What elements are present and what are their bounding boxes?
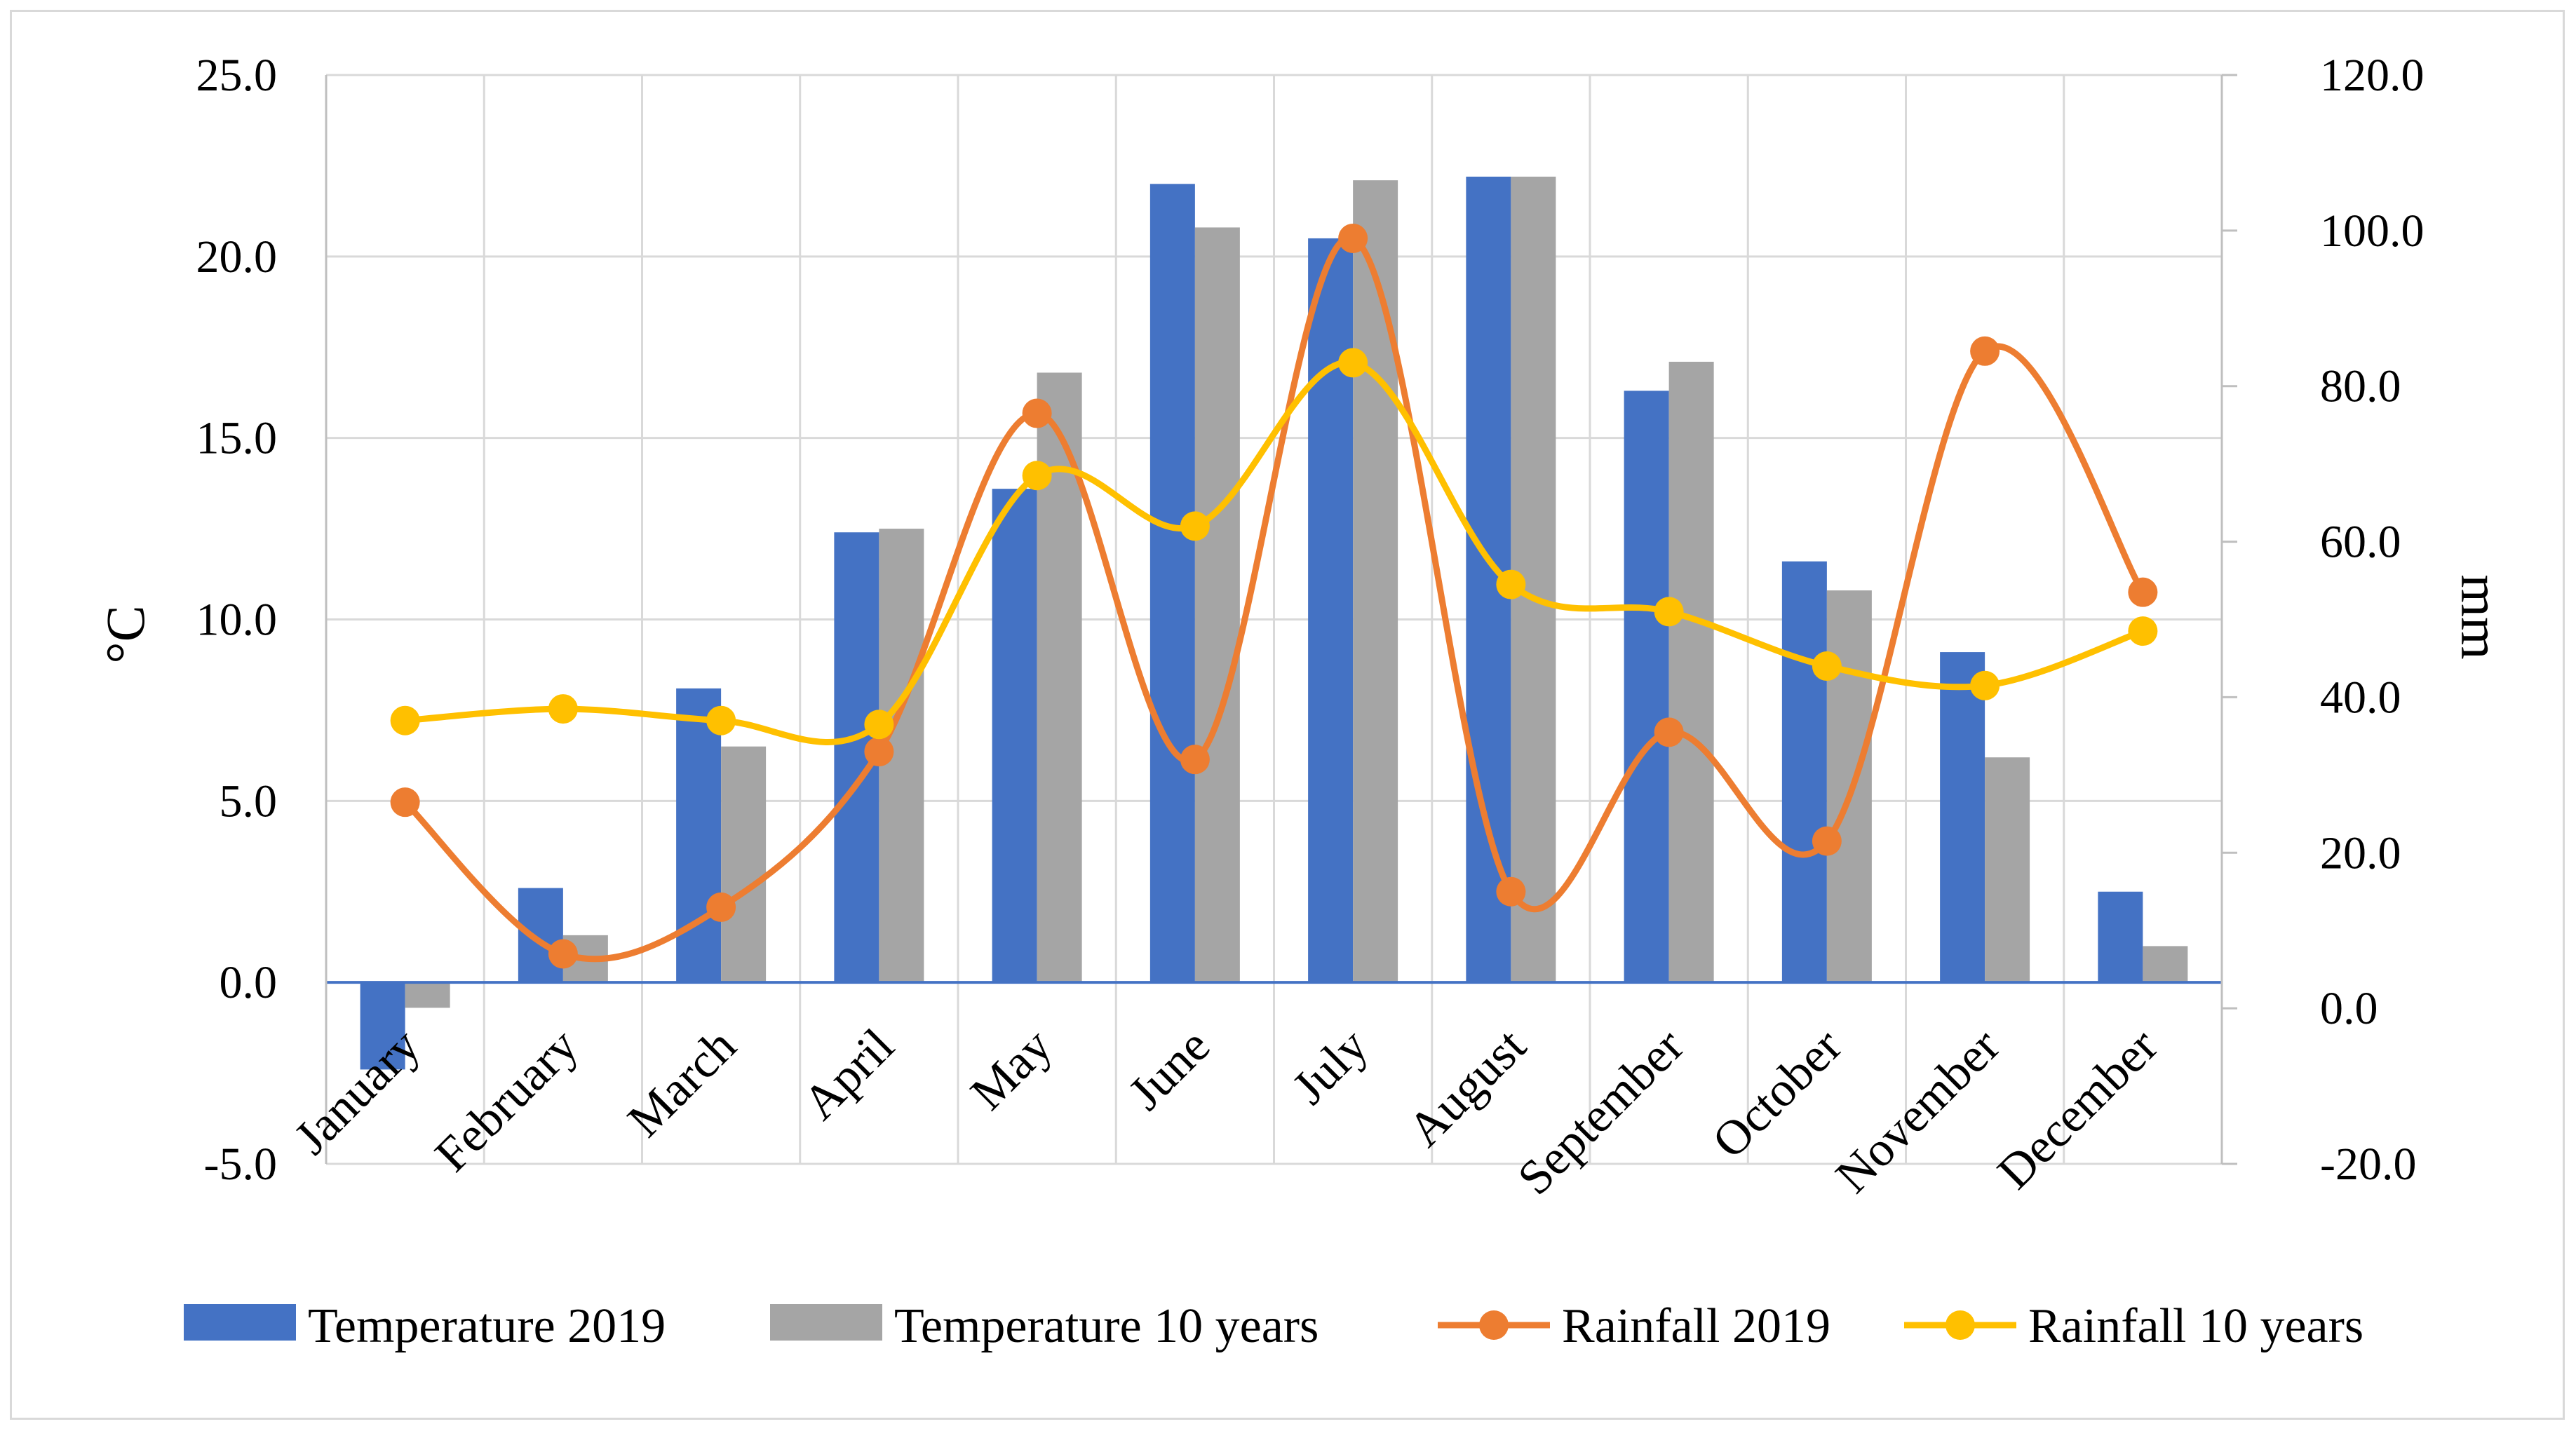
category-label-august: August	[1398, 1019, 1537, 1158]
category-label-december: December	[1988, 1019, 2169, 1200]
point-rainfall-2019-july	[1338, 223, 1368, 253]
left-tick-label: 15.0	[196, 413, 278, 464]
category-label-september: September	[1508, 1019, 1694, 1205]
category-label-february: February	[425, 1019, 588, 1182]
right-tick-label: 80.0	[2320, 361, 2401, 412]
legend-swatch-temperature-2019	[184, 1304, 296, 1341]
point-rainfall-2019-may	[1022, 398, 1052, 428]
legend-swatch-temperature-10-years	[770, 1304, 882, 1341]
left-axis-title: °C	[95, 605, 156, 663]
category-label-january: January	[285, 1019, 431, 1165]
point-rainfall-10-years-december	[2128, 616, 2158, 646]
axes	[325, 74, 2237, 1165]
category-label-april: April	[793, 1019, 905, 1130]
left-tick-label: 10.0	[196, 595, 278, 646]
bar-temperature-2019-september	[1624, 391, 1669, 983]
bar-temperature-2019-may	[992, 489, 1037, 983]
point-rainfall-2019-september	[1654, 717, 1684, 747]
category-label-may: May	[961, 1019, 1063, 1120]
point-rainfall-2019-october	[1812, 826, 1842, 856]
right-tick-label: 20.0	[2320, 827, 2401, 879]
left-tick-label: 25.0	[196, 50, 278, 101]
point-rainfall-2019-august	[1496, 876, 1526, 907]
point-rainfall-2019-march	[706, 892, 736, 922]
bar-temperature-2019-june	[1149, 184, 1195, 983]
point-rainfall-10-years-january	[390, 705, 420, 735]
legend-label-temperature-10-years: Temperature 10 years	[894, 1299, 1319, 1353]
left-tick-label: 0.0	[220, 957, 278, 1008]
right-tick-label: 60.0	[2320, 517, 2401, 568]
left-tick-label: 20.0	[196, 231, 278, 283]
category-label-march: March	[618, 1019, 747, 1148]
category-label-june: June	[1119, 1019, 1220, 1120]
bar-temperature-10-years-november	[1985, 757, 2030, 983]
line-rainfall-2019	[402, 234, 2146, 963]
legend-label-rainfall-10-years: Rainfall 10 years	[2028, 1299, 2363, 1353]
bar-temperature-2019-february	[518, 888, 563, 983]
point-rainfall-10-years-april	[864, 710, 894, 740]
right-tick-label: 0.0	[2320, 983, 2378, 1034]
bar-temperature-2019-january	[360, 982, 405, 1070]
bar-temperature-10-years-june	[1194, 227, 1240, 983]
point-rainfall-10-years-august	[1496, 569, 1526, 599]
category-label-july: July	[1282, 1019, 1378, 1115]
legend-label-temperature-2019: Temperature 2019	[308, 1299, 666, 1353]
point-rainfall-2019-june	[1180, 745, 1210, 775]
right-tick-label: -20.0	[2320, 1139, 2416, 1190]
legend-label-rainfall-2019: Rainfall 2019	[1562, 1299, 1830, 1353]
bar-temperature-10-years-july	[1353, 180, 1398, 983]
point-rainfall-10-years-june	[1180, 511, 1210, 541]
point-rainfall-2019-january	[390, 787, 420, 818]
right-axis-title: mm	[2450, 574, 2511, 659]
point-rainfall-10-years-november	[1970, 670, 2000, 700]
left-tick-label: -5.0	[204, 1139, 277, 1190]
bar-temperature-10-years-march	[721, 746, 767, 983]
bar-temperature-10-years-december	[2143, 946, 2188, 983]
right-tick-label: 100.0	[2320, 205, 2425, 257]
gridlines	[325, 74, 2223, 1165]
category-label-october: October	[1702, 1019, 1852, 1169]
point-rainfall-10-years-september	[1654, 597, 1684, 627]
point-rainfall-10-years-february	[548, 694, 578, 724]
point-rainfall-2019-november	[1970, 336, 2000, 366]
bar-temperature-2019-december	[2098, 891, 2143, 983]
legend-marker-rainfall-10-years	[1946, 1310, 1975, 1340]
point-rainfall-10-years-july	[1338, 348, 1368, 378]
right-tick-label: 40.0	[2320, 672, 2401, 723]
point-rainfall-10-years-may	[1022, 461, 1052, 491]
bar-temperature-10-years-october	[1826, 590, 1872, 983]
point-rainfall-10-years-march	[706, 705, 736, 735]
right-tick-label: 120.0	[2320, 50, 2425, 101]
category-label-november: November	[1826, 1019, 2010, 1203]
point-rainfall-2019-december	[2128, 577, 2158, 607]
left-tick-label: 5.0	[220, 775, 278, 827]
legend: Temperature 2019 Temperature 10 years Rain…	[184, 1299, 2363, 1353]
bar-temperature-2019-october	[1781, 561, 1827, 983]
lines	[390, 223, 2158, 969]
point-rainfall-10-years-october	[1812, 651, 1842, 681]
bar-temperature-10-years-september	[1668, 361, 1714, 983]
point-rainfall-2019-february	[548, 939, 578, 969]
bar-temperature-10-years-january	[405, 982, 450, 1008]
point-rainfall-2019-april	[864, 737, 894, 767]
bar-temperature-2019-november	[1940, 652, 1985, 983]
legend-marker-rainfall-2019	[1479, 1310, 1509, 1340]
